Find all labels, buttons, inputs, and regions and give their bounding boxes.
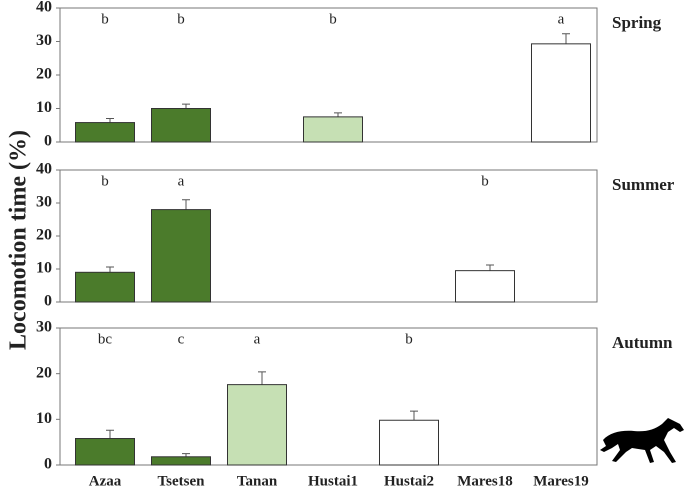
significance-letter: a (178, 173, 185, 189)
bar (151, 456, 211, 466)
significance-letter: c (178, 331, 185, 347)
significance-letter: a (558, 11, 565, 27)
plot-frame (59, 169, 598, 303)
significance-letter: b (101, 11, 109, 27)
x-tick-label: Mares18 (457, 473, 513, 489)
panel-title: Autumn (612, 333, 673, 352)
x-tick-label: Hustai1 (308, 473, 358, 489)
error-bar (106, 429, 114, 439)
significance-letter: b (329, 11, 337, 27)
y-tick-label: 30 (36, 32, 52, 49)
bar (379, 419, 439, 466)
x-tick-label: Mares19 (533, 473, 589, 489)
y-tick-label: 0 (44, 293, 52, 310)
error-bar (182, 453, 190, 457)
bar (75, 438, 135, 466)
error-bar (562, 33, 570, 44)
y-tick-label: 30 (36, 194, 52, 211)
bar (227, 384, 287, 466)
error-bar (182, 103, 190, 109)
y-tick-label: 10 (36, 99, 52, 116)
plot-frame (59, 327, 598, 466)
error-bar (486, 264, 494, 271)
y-axis-label: Locomotion time (%) (6, 130, 32, 350)
error-bar (182, 199, 190, 210)
panel-title: Summer (612, 175, 675, 194)
bar (303, 116, 363, 143)
significance-letter: b (481, 173, 489, 189)
error-bar (106, 266, 114, 273)
horse-icon (600, 418, 684, 463)
y-tick-label: 30 (36, 319, 52, 336)
bar (151, 209, 211, 303)
x-tick-label: Hustai2 (384, 473, 434, 489)
bar (455, 270, 515, 303)
y-tick-label: 0 (44, 456, 52, 473)
panel-title: Spring (612, 13, 662, 32)
bar (531, 43, 591, 143)
error-bar (106, 118, 114, 123)
y-tick-label: 10 (36, 260, 52, 277)
bar (151, 108, 211, 143)
y-tick-label: 10 (36, 410, 52, 427)
significance-letter: bc (98, 331, 113, 347)
y-tick-label: 40 (36, 0, 52, 16)
bar (75, 271, 135, 303)
significance-letter: b (405, 331, 413, 347)
x-tick-label: Tsetsen (158, 473, 206, 489)
significance-letter: a (254, 331, 261, 347)
y-tick-label: 20 (36, 66, 52, 83)
x-tick-label: Tanan (237, 473, 278, 489)
error-bar (258, 371, 266, 385)
y-tick-label: 0 (44, 133, 52, 150)
y-tick-label: 20 (36, 227, 52, 244)
y-tick-label: 20 (36, 364, 52, 381)
error-bar (334, 112, 342, 117)
significance-letter: b (177, 11, 185, 27)
x-tick-label: Azaa (89, 473, 122, 489)
significance-letter: b (101, 173, 109, 189)
error-bar (410, 410, 418, 421)
bar (75, 122, 135, 143)
y-tick-label: 40 (36, 161, 52, 178)
